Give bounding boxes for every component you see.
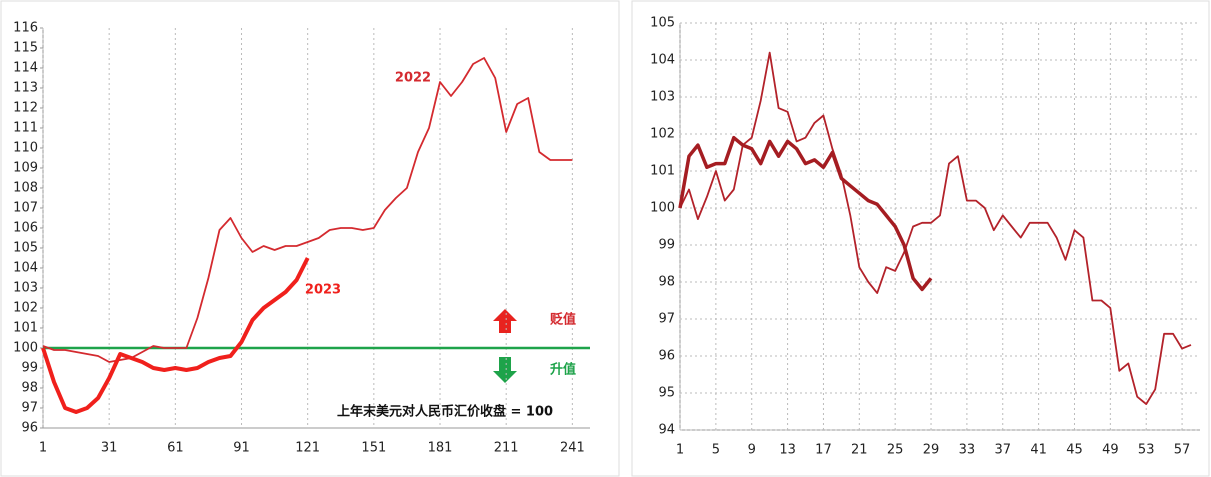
x-tick-label: 211 xyxy=(494,441,519,456)
x-tick-label: 1 xyxy=(39,441,47,456)
y-tick-label: 98 xyxy=(21,381,38,396)
y-tick-label: 106 xyxy=(13,221,38,236)
y-tick-label: 108 xyxy=(13,181,38,196)
y-tick-label: 104 xyxy=(13,261,38,276)
x-tick-label: 31 xyxy=(101,441,118,456)
y-tick-label: 97 xyxy=(21,401,38,416)
y-tick-label: 110 xyxy=(13,141,38,156)
y-tick-label: 98 xyxy=(658,275,675,290)
y-tick-label: 109 xyxy=(13,161,38,176)
y-tick-label: 101 xyxy=(13,321,38,336)
y-tick-label: 115 xyxy=(13,41,38,56)
y-tick-label: 103 xyxy=(13,281,38,296)
series-line xyxy=(679,51,1192,405)
series-line xyxy=(41,257,310,414)
y-tick-label: 111 xyxy=(13,121,38,136)
y-tick-label: 102 xyxy=(13,301,38,316)
y-tick-label: 96 xyxy=(21,421,38,436)
x-tick-label: 1 xyxy=(676,443,684,458)
x-tick-label: 53 xyxy=(1138,443,1155,458)
x-tick-label: 33 xyxy=(959,443,976,458)
x-tick-label: 5 xyxy=(712,443,720,458)
y-tick-label: 104 xyxy=(650,53,675,68)
y-tick-label: 100 xyxy=(650,201,675,216)
y-tick-label: 102 xyxy=(650,127,675,142)
series-label: 2022 xyxy=(395,71,431,86)
down-arrow xyxy=(493,357,517,383)
x-tick-label: 151 xyxy=(361,441,386,456)
x-tick-label: 57 xyxy=(1174,443,1191,458)
annotation: 升值 xyxy=(550,362,576,378)
y-tick-label: 101 xyxy=(650,164,675,179)
x-tick-label: 21 xyxy=(851,443,868,458)
y-tick-label: 107 xyxy=(13,201,38,216)
x-tick-label: 61 xyxy=(167,441,184,456)
annotation: 上年末美元对人民币汇价收盘 = 100 xyxy=(337,404,553,420)
y-tick-label: 100 xyxy=(13,341,38,356)
y-tick-label: 114 xyxy=(13,61,38,76)
y-tick-label: 95 xyxy=(658,386,675,401)
y-tick-label: 112 xyxy=(13,101,38,116)
annotation: 贬值 xyxy=(550,312,576,328)
x-tick-label: 45 xyxy=(1066,443,1083,458)
x-tick-label: 9 xyxy=(748,443,756,458)
x-tick-label: 181 xyxy=(428,441,453,456)
x-tick-label: 121 xyxy=(295,441,320,456)
x-tick-label: 91 xyxy=(233,441,250,456)
y-tick-label: 99 xyxy=(21,361,38,376)
x-tick-label: 13 xyxy=(779,443,796,458)
x-tick-label: 29 xyxy=(923,443,940,458)
x-tick-label: 41 xyxy=(1030,443,1047,458)
y-tick-label: 96 xyxy=(658,349,675,364)
y-tick-label: 94 xyxy=(658,423,675,438)
x-tick-label: 49 xyxy=(1102,443,1119,458)
right-panel xyxy=(631,0,1210,477)
y-tick-label: 113 xyxy=(13,81,38,96)
y-tick-label: 99 xyxy=(658,238,675,253)
x-tick-label: 37 xyxy=(994,443,1011,458)
y-tick-label: 103 xyxy=(650,90,675,105)
x-tick-label: 241 xyxy=(560,441,585,456)
y-tick-label: 116 xyxy=(13,21,38,36)
y-tick-label: 97 xyxy=(658,312,675,327)
series-line xyxy=(678,135,933,292)
y-tick-label: 105 xyxy=(650,16,675,31)
x-tick-label: 25 xyxy=(887,443,904,458)
left-panel xyxy=(0,0,620,477)
y-tick-label: 105 xyxy=(13,241,38,256)
x-tick-label: 17 xyxy=(815,443,832,458)
up-arrow xyxy=(493,309,517,333)
series-label: 2023 xyxy=(305,283,341,298)
